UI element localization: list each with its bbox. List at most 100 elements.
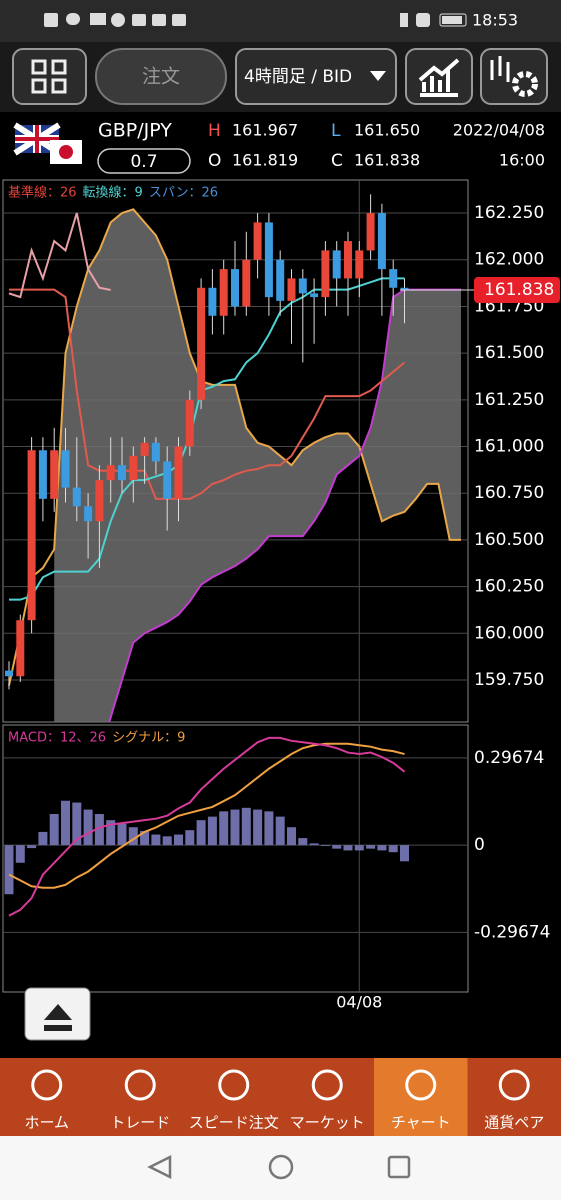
currency-pair: GBP/JPY bbox=[98, 120, 172, 142]
macd-histogram-bar bbox=[354, 845, 364, 851]
y-tick-label: 0.29674 bbox=[474, 748, 544, 768]
macd-histogram-bar bbox=[366, 845, 376, 849]
macd-histogram-bar bbox=[196, 820, 206, 846]
y-tick-label: 0 bbox=[474, 835, 485, 855]
recents-button[interactable] bbox=[387, 1155, 411, 1179]
open-label: O bbox=[208, 151, 221, 171]
nav-icon bbox=[311, 1069, 343, 1101]
candle-body bbox=[95, 480, 104, 522]
macd-histogram-bar bbox=[320, 845, 330, 847]
currency-flags bbox=[13, 122, 82, 164]
macd-histogram-bar bbox=[72, 802, 82, 846]
nav-item[interactable]: マーケット bbox=[290, 1069, 365, 1132]
candle-body bbox=[242, 259, 251, 307]
system-nav bbox=[0, 1136, 561, 1200]
candle-body bbox=[38, 450, 47, 499]
macd-histogram-bar bbox=[49, 813, 59, 846]
macd-line bbox=[8, 736, 406, 917]
indicator-settings-button[interactable] bbox=[480, 48, 548, 105]
candle-body bbox=[163, 461, 172, 499]
candle-body bbox=[174, 446, 183, 499]
macd-histogram-bar bbox=[4, 845, 14, 895]
macd-histogram-bar bbox=[287, 827, 296, 846]
y-tick-label: 162.000 bbox=[474, 250, 544, 270]
macd-plot bbox=[3, 725, 468, 992]
back-button[interactable] bbox=[147, 1154, 172, 1180]
candle-body bbox=[287, 278, 296, 301]
ichimoku-cloud bbox=[54, 209, 461, 722]
y-tick-label: 162.250 bbox=[474, 203, 544, 223]
candle-body bbox=[72, 487, 81, 507]
macd-histogram-bar bbox=[309, 843, 319, 846]
chart-type-button[interactable] bbox=[405, 48, 473, 105]
chart-labels: 159.750 160.000 160.250 160.500 160.750 161.0… bbox=[8, 185, 560, 1012]
nav-items: ホーム トレード スピード注文 マーケット チャート 通貨ペア bbox=[24, 1058, 544, 1136]
layout-button[interactable] bbox=[12, 48, 87, 105]
candle-body bbox=[61, 450, 70, 488]
nav-label: スピード注文 bbox=[189, 1114, 279, 1132]
nav-icon bbox=[124, 1069, 156, 1101]
y-tick-label: 160.500 bbox=[474, 530, 544, 550]
last-price-label: 161.838 bbox=[484, 280, 554, 300]
nav-item[interactable]: スピード注文 bbox=[189, 1069, 279, 1132]
x-tick-label: 04/08 bbox=[336, 993, 382, 1012]
nav-label: マーケット bbox=[290, 1114, 365, 1132]
macd-histogram-bar bbox=[94, 813, 104, 846]
macd-histogram-bar bbox=[275, 816, 285, 846]
quote-time: 16:00 bbox=[499, 151, 545, 170]
macd-histogram-bar bbox=[106, 820, 116, 846]
candle-body bbox=[344, 241, 352, 279]
candle-body bbox=[366, 213, 375, 251]
y-tick-label: 160.250 bbox=[474, 577, 544, 597]
nav-item[interactable]: ホーム bbox=[24, 1069, 69, 1132]
indicator-legend: 転換線：9 bbox=[83, 185, 143, 201]
nav-icon bbox=[31, 1069, 63, 1101]
macd-chart-frame bbox=[2, 724, 469, 993]
tenkan-line bbox=[9, 277, 405, 601]
low-label: L bbox=[331, 121, 341, 141]
candle-body bbox=[185, 399, 194, 447]
macd-histogram-bar bbox=[400, 845, 409, 862]
candle-body bbox=[231, 269, 239, 307]
span-a-line bbox=[8, 208, 461, 686]
nav-label: チャート bbox=[391, 1114, 451, 1132]
high-label: H bbox=[208, 121, 221, 141]
y-tick-label: 161.250 bbox=[474, 390, 544, 410]
spread: 0.7 bbox=[130, 152, 157, 172]
macd-histogram-bar bbox=[253, 809, 263, 846]
home-button[interactable] bbox=[268, 1154, 294, 1180]
macd-histogram-bar bbox=[162, 836, 172, 846]
macd-histogram-bar bbox=[332, 845, 342, 849]
high-price: 161.967 bbox=[232, 121, 298, 140]
candle-body bbox=[298, 278, 307, 294]
macd-histogram-bar bbox=[151, 834, 161, 846]
main-plot bbox=[3, 180, 468, 722]
candle-body bbox=[27, 450, 36, 621]
candle-body bbox=[5, 670, 13, 677]
collapse-button[interactable] bbox=[24, 987, 91, 1041]
candle-body bbox=[118, 465, 126, 481]
nav-icon bbox=[405, 1069, 437, 1101]
candle-body bbox=[253, 222, 262, 260]
nav-item[interactable]: トレード bbox=[110, 1069, 170, 1132]
candle-body bbox=[16, 620, 25, 677]
clock: 18:53 bbox=[472, 11, 518, 30]
timeframe-button[interactable]: 4時間足 / BID bbox=[235, 48, 397, 105]
macd-histogram-bar bbox=[264, 811, 274, 846]
candle-body bbox=[106, 465, 115, 481]
quote-date: 2022/04/08 bbox=[453, 121, 545, 140]
nav-item[interactable]: 通貨ペア bbox=[484, 1069, 544, 1132]
order-label: 注文 bbox=[142, 66, 180, 88]
macd-histogram-bar bbox=[241, 807, 251, 846]
status-icons bbox=[44, 13, 467, 27]
spread-box bbox=[97, 148, 191, 174]
last-price-box bbox=[474, 277, 560, 304]
macd-histogram-bar bbox=[174, 834, 183, 846]
candle-body bbox=[321, 250, 330, 298]
macd-histogram-bar bbox=[61, 800, 70, 846]
indicator-legend: MACD：12、26 bbox=[8, 731, 106, 746]
macd-histogram-bar bbox=[185, 830, 195, 846]
order-button[interactable]: 注文 bbox=[95, 48, 227, 105]
candle-body bbox=[197, 287, 206, 400]
nav-item[interactable]: チャート bbox=[374, 1058, 468, 1136]
